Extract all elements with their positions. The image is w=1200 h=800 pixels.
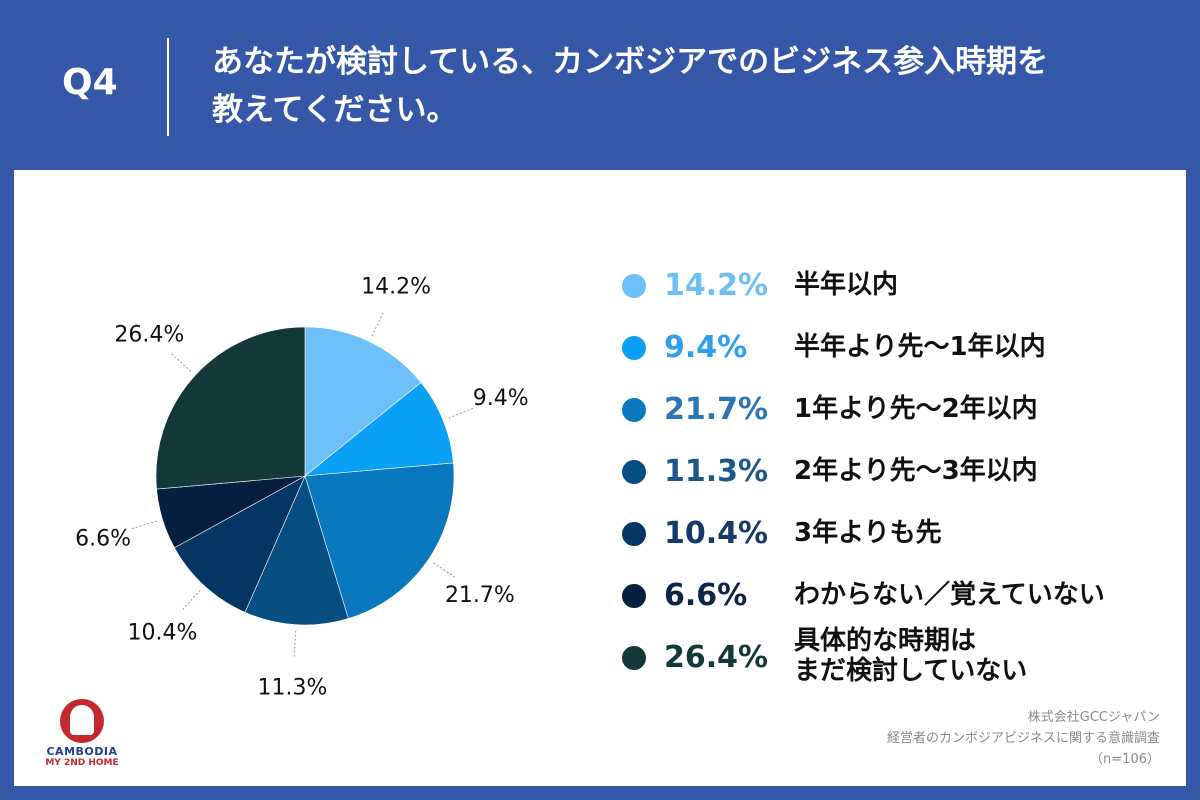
legend-dot — [622, 398, 646, 422]
pie-slice-3 — [244, 475, 349, 626]
legend-pct: 9.4% — [664, 330, 748, 365]
cambodia-logo: CAMBODIA MY 2ND HOME — [42, 699, 122, 768]
leader-line-2 — [433, 562, 457, 579]
legend-pct: 14.2% — [664, 268, 769, 303]
legend-item-0: 14.2% 半年以内 — [622, 264, 1182, 304]
legend-dot — [622, 274, 646, 298]
header-divider — [167, 38, 169, 136]
legend-item-2: 21.7% 1年より先〜2年以内 — [622, 388, 1182, 428]
legend-label: 具体的な時期は まだ検討していない — [794, 626, 1028, 686]
header: Q4 あなたが検討している、カンボジアでのビジネス参入時期を 教えてください。 — [0, 0, 1200, 170]
legend-label: わからない／覚えていない — [794, 580, 1105, 610]
pie-slice-6 — [155, 326, 306, 490]
pie-slice-2 — [304, 462, 455, 619]
legend-item-3: 11.3% 2年より先〜3年以内 — [622, 450, 1182, 490]
leader-line-5 — [129, 520, 157, 530]
chart-panel: 14.2% 9.4% 21.7% 11.3% 10.4% 6.6% 26.4% 14.2% … — [14, 170, 1186, 786]
legend-pct: 21.7% — [664, 392, 769, 427]
legend-label: 3年よりも先 — [794, 518, 942, 548]
legend-label: 2年より先〜3年以内 — [794, 456, 1038, 486]
legend-item-5: 6.6% わからない／覚えていない — [622, 574, 1182, 614]
pie-slice-4 — [174, 475, 306, 613]
question-number: Q4 — [62, 62, 118, 103]
leader-line-6 — [169, 352, 192, 372]
legend-item-6: 26.4% 具体的な時期は まだ検討していない — [622, 626, 1182, 686]
logo-line1: CAMBODIA — [46, 745, 118, 758]
leader-line-4 — [181, 589, 201, 612]
leader-line-3 — [293, 630, 297, 659]
data-label-1: 9.4% — [473, 386, 529, 411]
pie-slice-1 — [304, 382, 454, 477]
source-company: 株式会社GCCジャパン — [1027, 710, 1160, 725]
data-label-4: 10.4% — [128, 621, 198, 646]
data-label-2: 21.7% — [445, 583, 515, 608]
legend-pct: 11.3% — [664, 454, 769, 489]
leader-line-1 — [448, 407, 475, 419]
pie-slice-0 — [304, 326, 422, 477]
source-sample: （n=106） — [1090, 752, 1160, 767]
source-note: 株式会社GCCジャパン 経営者のカンボジアビジネスに関する意識調査 （n=106… — [887, 707, 1160, 770]
source-survey: 経営者のカンボジアビジネスに関する意識調査 — [886, 731, 1160, 746]
legend-dot — [622, 522, 646, 546]
legend-label: 半年より先〜1年以内 — [794, 332, 1046, 362]
pie-chart: 14.2% 9.4% 21.7% 11.3% 10.4% 6.6% 26.4% — [75, 275, 529, 701]
data-label-5: 6.6% — [75, 526, 131, 551]
leader-line-0 — [371, 310, 385, 337]
logo-line2: MY 2ND HOME — [45, 758, 119, 768]
legend-pct: 26.4% — [664, 640, 769, 675]
legend-dot — [622, 584, 646, 608]
question-title: あなたが検討している、カンボジアでのビジネス参入時期を 教えてください。 — [212, 44, 1049, 128]
data-label-6: 26.4% — [114, 323, 184, 348]
legend-item-4: 10.4% 3年よりも先 — [622, 512, 1182, 552]
legend-item-1: 9.4% 半年より先〜1年以内 — [622, 326, 1182, 366]
legend-dot — [622, 336, 646, 360]
legend-dot — [622, 646, 646, 670]
legend-label: 半年以内 — [794, 270, 899, 300]
data-label-3: 11.3% — [257, 676, 327, 701]
legend-pct: 10.4% — [664, 516, 769, 551]
legend-dot — [622, 460, 646, 484]
legend-pct: 6.6% — [664, 578, 748, 613]
data-label-0: 14.2% — [361, 275, 431, 300]
logo-emblem-icon — [60, 699, 104, 743]
legend-label: 1年より先〜2年以内 — [794, 394, 1038, 424]
